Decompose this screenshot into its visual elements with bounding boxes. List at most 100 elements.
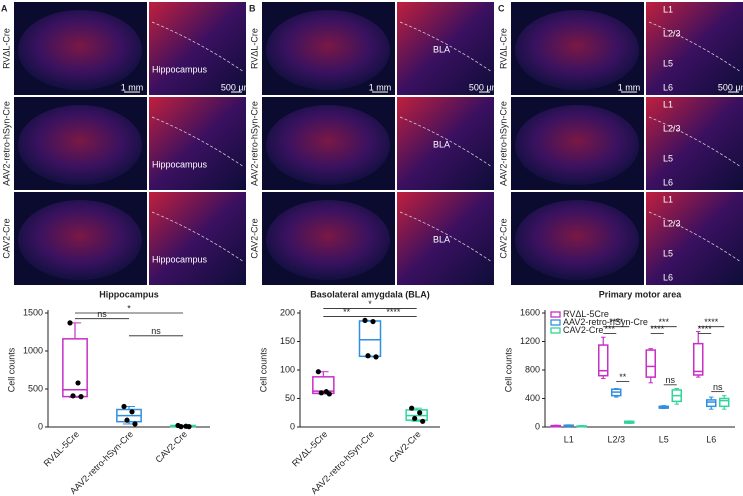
- data-point: [417, 410, 423, 416]
- zoom-image: [149, 192, 246, 285]
- significance-label: ns: [151, 326, 161, 336]
- significance-label: ****: [704, 317, 719, 327]
- zoom-image: [397, 97, 494, 190]
- region-label: Hippocampus: [152, 159, 208, 169]
- layer-label: L2/3: [663, 123, 681, 133]
- legend-swatch: [550, 327, 561, 334]
- data-point: [124, 417, 130, 423]
- data-point: [129, 409, 135, 415]
- layer-label: L1: [663, 194, 673, 204]
- y-tick-label: 1200: [520, 336, 540, 346]
- row-label: CAV2-Cre: [1, 218, 11, 258]
- y-axis-label: Cell counts: [258, 347, 268, 392]
- box: [693, 342, 704, 376]
- brain-section: [266, 10, 390, 90]
- row-label: CAV2-Cre: [249, 218, 259, 258]
- legend-label: AAV2-retro-hSyn-Cre: [563, 317, 648, 327]
- layer-label: L2/3: [663, 218, 681, 228]
- panel-letter: C: [498, 3, 505, 13]
- layer-label: L6: [663, 177, 673, 187]
- scale-label: 1 mm: [369, 82, 392, 92]
- region-outline: [151, 21, 245, 73]
- region-outline: [151, 116, 245, 168]
- y-tick-label: 800: [525, 364, 540, 374]
- data-point: [373, 354, 379, 360]
- box: [719, 397, 730, 408]
- x-tick-label: RVΔL-5Cre: [290, 429, 330, 469]
- chart-title: Hippocampus: [99, 289, 159, 299]
- significance-label: ns: [713, 382, 723, 392]
- region-outline: [399, 116, 493, 168]
- data-point: [67, 320, 73, 326]
- significance-label: ****: [609, 317, 624, 327]
- x-tick-label: L2/3: [607, 434, 625, 444]
- x-tick-label: RVΔL-5Cre: [42, 429, 82, 469]
- zoom-image: [646, 192, 743, 285]
- significance-label: ****: [698, 324, 713, 334]
- scale-label: 1 mm: [121, 82, 144, 92]
- row-label: CAV2-Cre: [498, 218, 508, 258]
- region-label: BLA: [433, 139, 450, 149]
- data-point: [370, 318, 376, 325]
- zoom-image: [646, 97, 743, 190]
- region-outline: [648, 21, 742, 73]
- data-point: [412, 415, 418, 422]
- layer-label: L5: [663, 153, 673, 163]
- scale-label: 500 µm: [221, 82, 251, 92]
- layer-label: L6: [663, 82, 673, 92]
- brain-section: [18, 200, 142, 280]
- significance-label: ***: [658, 317, 669, 327]
- significance-label: ****: [386, 307, 401, 317]
- x-tick-label: L6: [706, 434, 716, 444]
- y-tick-label: 0: [290, 421, 295, 431]
- zoom-image: [646, 2, 743, 95]
- brain-section: [266, 200, 390, 280]
- significance-label: *: [368, 299, 372, 309]
- layer-label: L2/3: [663, 28, 681, 38]
- significance-label: **: [619, 372, 627, 382]
- region-label: Hippocampus: [152, 254, 208, 264]
- legend-label: RVΔL-5Cre: [563, 309, 609, 319]
- row-label: AAV2-retro-hSyn-Cre: [1, 101, 11, 186]
- row-label: RVΔL-Cre: [498, 28, 508, 69]
- y-tick-label: 150: [280, 336, 295, 346]
- panel-letter: B: [249, 3, 256, 13]
- significance-label: *: [127, 303, 131, 313]
- significance-label: ns: [97, 309, 107, 319]
- data-point: [132, 421, 138, 427]
- x-tick-label: CAV2-Cre: [387, 429, 423, 465]
- legend-swatch: [550, 319, 561, 326]
- data-point: [365, 353, 371, 359]
- chart-title: Basolateral amygdala (BLA): [310, 289, 430, 299]
- row-label: AAV2-retro-hSyn-Cre: [498, 101, 508, 186]
- chart-title: Primary motor area: [599, 289, 683, 299]
- brain-section: [266, 105, 390, 185]
- layer-label: L5: [663, 58, 673, 68]
- region-outline: [399, 21, 493, 73]
- significance-label: ***: [604, 324, 615, 334]
- region-outline: [648, 116, 742, 168]
- y-tick-label: 100: [280, 364, 295, 374]
- row-label: AAV2-retro-hSyn-Cre: [249, 101, 259, 186]
- brain-section: [18, 10, 142, 90]
- significance-label: ****: [650, 324, 665, 334]
- significance-label: **: [343, 307, 351, 317]
- data-point: [121, 403, 127, 410]
- y-tick-label: 400: [525, 393, 540, 403]
- y-tick-label: 500: [28, 383, 43, 393]
- data-point: [315, 369, 321, 375]
- box: [358, 320, 382, 358]
- y-tick-label: 1500: [23, 307, 43, 317]
- zoom-image: [149, 97, 246, 190]
- y-tick-label: 0: [535, 421, 540, 431]
- data-point: [186, 424, 192, 430]
- x-tick-label: CAV2-Cre: [153, 429, 189, 465]
- box: [62, 338, 88, 398]
- layer-label: L1: [663, 4, 673, 14]
- layer-label: L1: [663, 99, 673, 109]
- y-tick-label: 50: [285, 393, 295, 403]
- row-label: RVΔL-Cre: [249, 28, 259, 69]
- data-point: [409, 405, 415, 411]
- y-tick-label: 200: [280, 307, 295, 317]
